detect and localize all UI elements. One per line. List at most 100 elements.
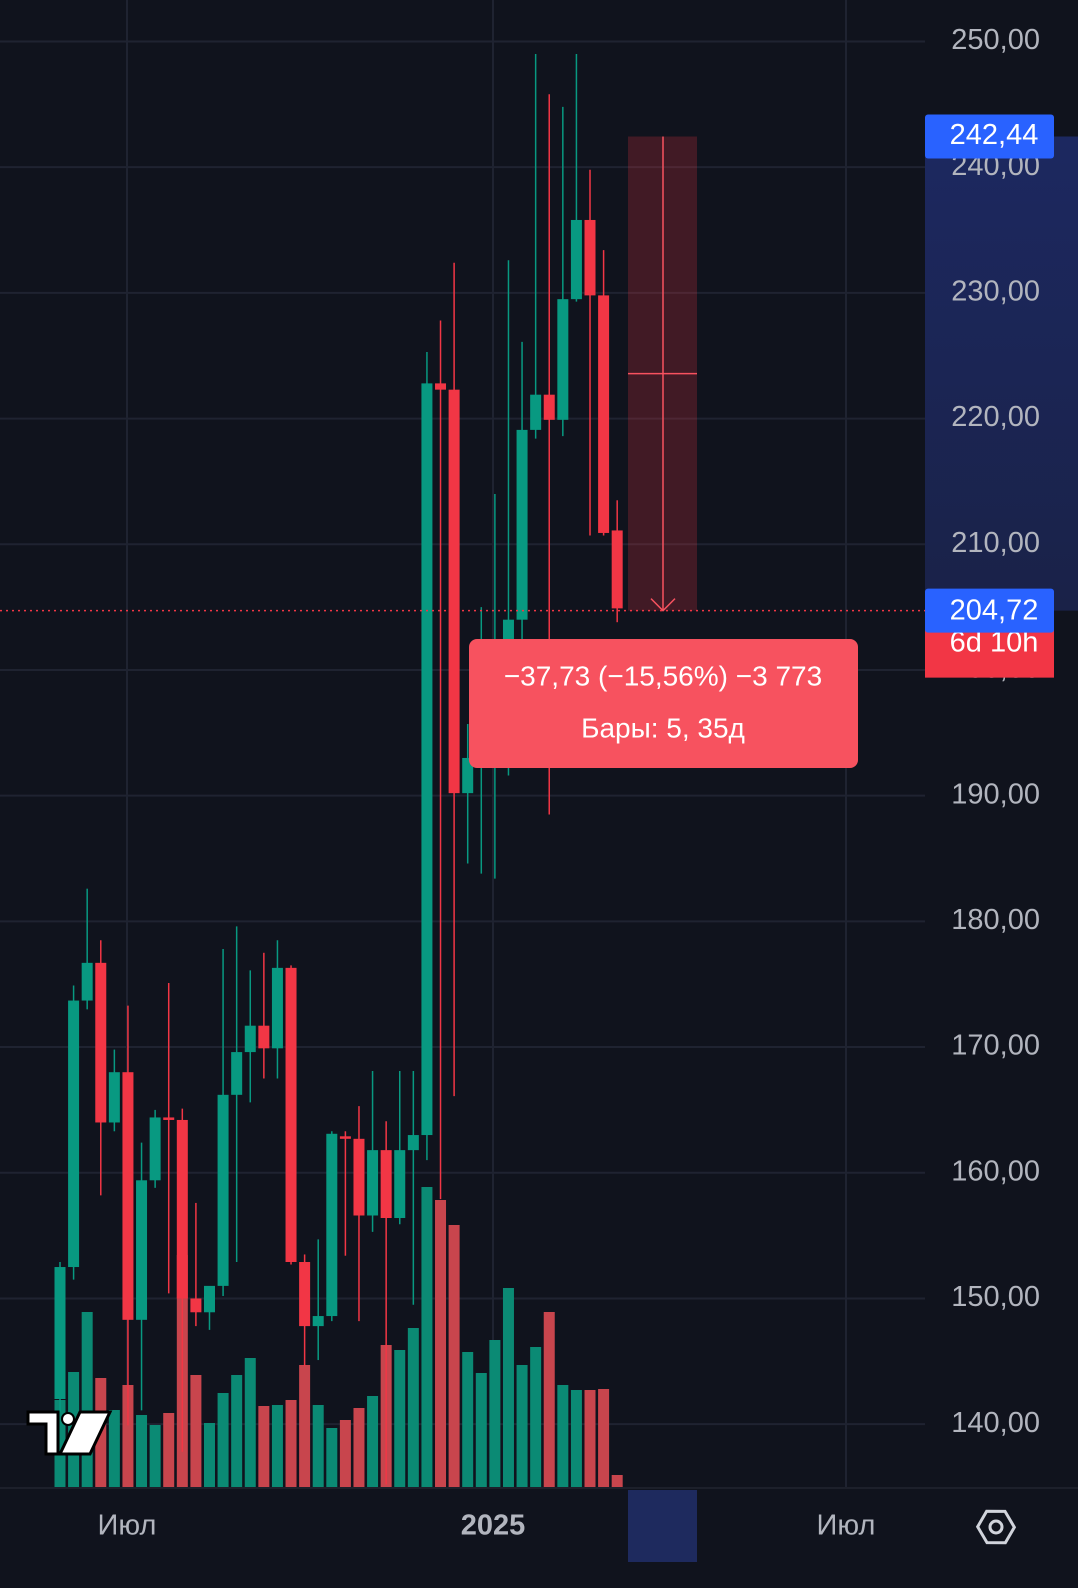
candle-body: [285, 967, 297, 1263]
candle-body: [190, 1298, 202, 1313]
volume-bar: [136, 1415, 148, 1487]
volume-bar: [421, 1187, 433, 1487]
volume-bar: [217, 1393, 229, 1487]
measure-arrowhead: [650, 598, 676, 612]
volume-bar: [312, 1405, 324, 1487]
candle-body: [407, 1135, 419, 1151]
candle-body: [339, 1136, 351, 1139]
y-tick-label: 230,00: [951, 276, 1040, 308]
candle-body: [543, 394, 555, 420]
volume-bar: [339, 1420, 351, 1487]
x-range-highlight: [628, 1490, 697, 1562]
volume-bar: [570, 1390, 582, 1487]
volume-bar: [285, 1400, 297, 1487]
candle-body: [217, 1094, 229, 1286]
volume-bar: [448, 1225, 460, 1487]
candle-body: [176, 1119, 188, 1299]
measure-change: −37,73 (−15,56%) −3 773: [504, 660, 822, 691]
y-tick-label: 170,00: [951, 1030, 1040, 1062]
candle-body: [380, 1150, 392, 1219]
candle-body: [122, 1072, 134, 1320]
volume-bar: [407, 1328, 419, 1487]
price-range-highlight: [925, 136, 1078, 611]
candle-body: [530, 394, 542, 430]
volume-bar: [367, 1396, 379, 1487]
volume-bar: [611, 1475, 623, 1487]
candle-body: [557, 299, 569, 420]
y-tick-label: 210,00: [951, 527, 1040, 559]
candle-body: [462, 757, 474, 794]
volume-bar: [231, 1375, 243, 1487]
candle-body: [68, 1000, 80, 1268]
candle-body: [326, 1133, 338, 1317]
candle-body: [516, 429, 528, 620]
candle-layer: [54, 54, 623, 1485]
volume-bar: [435, 1200, 447, 1487]
volume-bar: [271, 1405, 283, 1487]
volume-bar: [584, 1390, 596, 1487]
x-tick-label: Июл: [98, 1510, 157, 1542]
candle-body: [271, 967, 283, 1049]
volume-bar: [244, 1358, 256, 1487]
y-tick-label: 140,00: [951, 1407, 1040, 1439]
candle-body: [81, 962, 93, 1001]
y-tick-label: 250,00: [951, 24, 1040, 56]
volume-bar: [299, 1365, 311, 1487]
volume-bar: [353, 1408, 365, 1487]
grid: [0, 0, 1078, 1487]
candle-body: [353, 1138, 365, 1216]
overlay-layer: −37,73 (−15,56%) −3 773 Бары: 5, 35д: [0, 136, 925, 768]
candle-body: [299, 1262, 311, 1327]
volume-bar: [475, 1373, 487, 1487]
candle-body: [149, 1117, 161, 1181]
y-tick-label: 160,00: [951, 1155, 1040, 1187]
candle-body: [598, 295, 610, 533]
volume-bar: [190, 1375, 202, 1487]
candle-body: [448, 389, 460, 794]
volume-bar: [149, 1425, 161, 1487]
candle-body: [244, 1025, 256, 1053]
volume-bar: [516, 1365, 528, 1487]
candle-body: [611, 530, 623, 609]
volume-bar: [258, 1406, 270, 1487]
volume-bar: [163, 1413, 175, 1487]
last-price-label: 204,72: [950, 594, 1039, 626]
candle-body: [258, 1025, 270, 1049]
x-tick-label: 2025: [461, 1510, 526, 1542]
tradingview-logo: [26, 1410, 113, 1456]
candle-body: [95, 962, 107, 1123]
candle-body: [435, 383, 447, 390]
volume-bar: [462, 1352, 474, 1487]
last-price-badge: [925, 588, 1054, 633]
volume-bar: [543, 1312, 555, 1487]
volume-bar: [203, 1423, 215, 1487]
volume-bar: [108, 1410, 120, 1487]
x-tick-label: Июл: [817, 1510, 876, 1542]
candle-body: [394, 1150, 406, 1219]
y-tick-label: 220,00: [951, 401, 1040, 433]
measure-price-badge: [925, 114, 1054, 159]
candle-body: [54, 1267, 66, 1400]
candle-body: [136, 1180, 148, 1320]
volume-bar: [530, 1347, 542, 1487]
candle-body: [421, 383, 433, 1136]
y-tick-label: 190,00: [951, 778, 1040, 810]
candle-body: [231, 1052, 243, 1095]
measure-tooltip: [469, 639, 858, 768]
volume-bar: [122, 1385, 134, 1487]
candle-body: [203, 1285, 215, 1313]
volume-bar: [326, 1428, 338, 1487]
volume-bar: [394, 1350, 406, 1487]
settings-button[interactable]: [973, 1503, 1019, 1550]
volume-bar: [489, 1340, 501, 1487]
candle-body: [163, 1117, 175, 1120]
volume-bar: [54, 1400, 66, 1487]
volume-bar: [81, 1312, 93, 1487]
y-tick-label: 150,00: [951, 1281, 1040, 1313]
volume-bar: [502, 1288, 514, 1487]
candle-body: [108, 1072, 120, 1123]
candle-body: [367, 1150, 379, 1216]
y-tick-label: 180,00: [951, 904, 1040, 936]
